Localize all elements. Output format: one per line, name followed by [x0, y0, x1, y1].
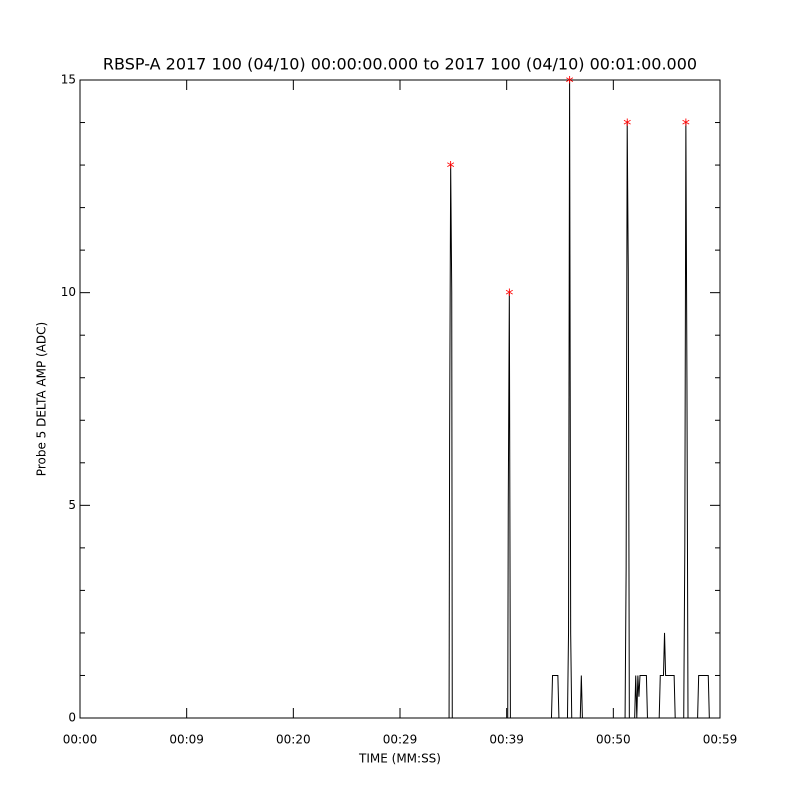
y-tick-label: 10 — [61, 285, 76, 299]
peak-marker: * — [505, 285, 513, 304]
x-tick-label: 00:39 — [489, 733, 524, 747]
peak-marker: * — [623, 115, 631, 134]
y-tick-label: 15 — [61, 73, 76, 87]
x-tick-label: 00:50 — [596, 733, 631, 747]
x-tick-label: 00:59 — [703, 733, 738, 747]
y-axis-label: Probe 5 DELTA AMP (ADC) — [35, 322, 49, 476]
x-axis-label: TIME (MM:SS) — [358, 752, 441, 766]
data-line — [80, 79, 720, 719]
peak-marker: * — [682, 115, 690, 134]
chart-title: RBSP-A 2017 100 (04/10) 00:00:00.000 to … — [103, 55, 697, 74]
x-tick-label: 00:29 — [383, 733, 418, 747]
peak-marker: * — [566, 73, 574, 92]
peak-marker: * — [447, 158, 455, 177]
y-tick-label: 5 — [68, 498, 76, 512]
x-tick-label: 00:20 — [276, 733, 311, 747]
x-tick-label: 00:00 — [63, 733, 98, 747]
y-tick-label: 0 — [68, 711, 76, 725]
x-tick-label: 00:09 — [169, 733, 204, 747]
